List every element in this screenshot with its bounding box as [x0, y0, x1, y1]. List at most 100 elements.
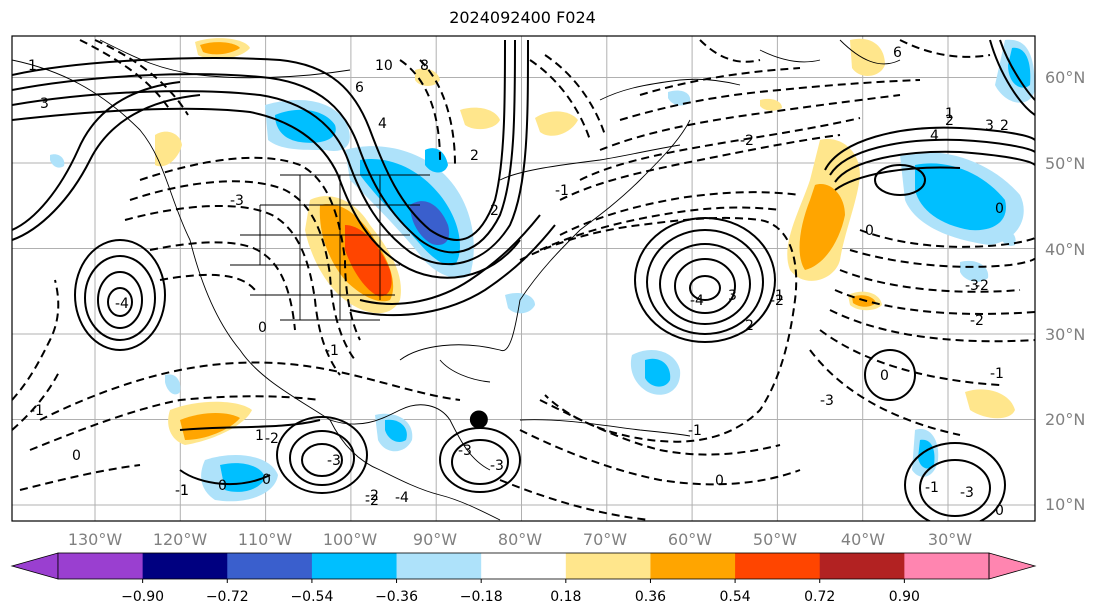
contour-label: 1 — [255, 428, 264, 444]
colorbar-outline — [57, 552, 990, 580]
contour-label: 0 — [258, 320, 267, 336]
lon-label: 90°W — [413, 530, 457, 549]
contour-label: 3 — [985, 118, 994, 134]
colorbar-tick-label: 0.36 — [635, 589, 666, 605]
contour-label: -4 — [115, 296, 129, 312]
colorbar-segment — [396, 553, 482, 579]
colorbar-tick-label: −0.90 — [121, 589, 164, 605]
lon-label: 110°W — [238, 530, 293, 549]
lon-label: 40°W — [841, 530, 885, 549]
contour-label: -3 — [965, 278, 979, 294]
contour-label: -3 — [960, 485, 974, 501]
contour-label: -3 — [327, 453, 341, 469]
colorbar-segment — [904, 553, 990, 579]
contour-label: -2 — [975, 278, 989, 294]
contour-label: 0 — [72, 448, 81, 464]
colorbar-segment — [819, 553, 905, 579]
contour-label: 6 — [355, 80, 364, 96]
contour-label: 8 — [420, 58, 429, 74]
colorbar-segment — [58, 553, 144, 579]
contour-label: -2 — [770, 293, 784, 309]
contour-label: 3 — [40, 96, 49, 112]
colorbar-segment — [227, 553, 313, 579]
contour-label: 0 — [715, 473, 724, 489]
contour-label: 2 — [490, 203, 499, 219]
colorbar-segment — [481, 553, 567, 579]
contour-label: 2 — [945, 113, 954, 129]
colorbar-segment — [735, 553, 821, 579]
map-border — [11, 35, 1036, 522]
contour-label: 2 — [745, 318, 754, 334]
contour-label: 2 — [1000, 118, 1009, 134]
lon-label: 70°W — [583, 530, 627, 549]
longitude-labels: 130°W 120°W 110°W 100°W 90°W 80°W 70°W 6… — [68, 530, 972, 549]
colorbar-tick-label: −0.18 — [460, 589, 503, 605]
contour-label: -2 — [365, 488, 379, 504]
contour-label: 0 — [262, 472, 271, 488]
contour-label: 0 — [995, 201, 1004, 217]
contour-label: 0 — [865, 223, 874, 239]
lat-label: 20°N — [1045, 410, 1085, 429]
colorbar-extend-low — [10, 552, 59, 580]
colorbar-segment — [650, 553, 736, 579]
contour-label: 4 — [930, 128, 939, 144]
contour-label: -1 — [30, 403, 44, 419]
contour-label: 1 — [945, 106, 954, 122]
contour-labels: 10 8 6 4 3 2 1 -1 -2 -3 -4 0 6 4 3 2 1 -… — [28, 45, 1009, 519]
contour-label: -2 — [265, 431, 279, 447]
lon-label: 130°W — [68, 530, 123, 549]
contour-label: -3 — [820, 393, 834, 409]
contour-label: 1 — [775, 288, 784, 304]
colorbar-tick-label: 0.90 — [889, 589, 920, 605]
colorbar-segment — [142, 553, 228, 579]
contour-label: 0 — [218, 478, 227, 494]
contour-label: -1 — [990, 366, 1004, 382]
lon-label: 120°W — [153, 530, 208, 549]
contour-label: -4 — [690, 293, 704, 309]
contour-label: -2 — [740, 133, 754, 149]
lon-label: 50°W — [753, 530, 797, 549]
lat-label: 30°N — [1045, 325, 1085, 344]
contour-label: 0 — [880, 368, 889, 384]
colorbar-tick-label: 0.54 — [720, 589, 751, 605]
lon-label: 100°W — [323, 530, 378, 549]
colorbar-extend-high — [988, 552, 1037, 580]
contour-label: -3 — [458, 443, 472, 459]
contour-label: 1 — [180, 483, 189, 499]
positive-contours — [12, 39, 1035, 521]
lon-label: 80°W — [498, 530, 542, 549]
negative-contours — [12, 39, 1035, 521]
contour-label: 1 — [28, 58, 37, 74]
contour-label: 0 — [995, 503, 1004, 519]
colorbar-tick-label: 0.18 — [550, 589, 581, 605]
lat-label: 40°N — [1045, 240, 1085, 259]
contour-label: -3 — [230, 193, 244, 209]
map-title: 2024092400 F024 — [449, 8, 596, 27]
latitude-labels: 60°N 50°N 40°N 30°N 20°N 10°N — [1045, 68, 1085, 514]
contour-label: -1 — [175, 483, 189, 499]
contour-label: -1 — [325, 343, 339, 359]
colorbar — [10, 552, 1037, 583]
colorbar-tick-label: −0.72 — [206, 589, 249, 605]
contour-label: 4 — [378, 116, 387, 132]
colorbar-segment — [565, 553, 651, 579]
contour-label: 2 — [470, 148, 479, 164]
lat-label: 10°N — [1045, 495, 1085, 514]
colorbar-tick-label: 0.72 — [804, 589, 835, 605]
contour-label: 3 — [728, 288, 737, 304]
contour-label: -2 — [970, 313, 984, 329]
contour-label: -1 — [688, 423, 702, 439]
lon-label: 30°W — [928, 530, 972, 549]
contour-label: -2 — [365, 493, 379, 509]
colorbar-segment — [311, 553, 398, 579]
contour-label: 10 — [375, 58, 393, 74]
contour-label: -3 — [490, 458, 504, 474]
contour-label: -1 — [555, 183, 569, 199]
contour-label: 6 — [893, 45, 902, 61]
anomaly-shading — [50, 38, 1035, 502]
location-marker — [469, 410, 488, 429]
coastlines — [12, 39, 901, 521]
contour-label: -1 — [925, 480, 939, 496]
contour-label: -4 — [395, 490, 409, 506]
